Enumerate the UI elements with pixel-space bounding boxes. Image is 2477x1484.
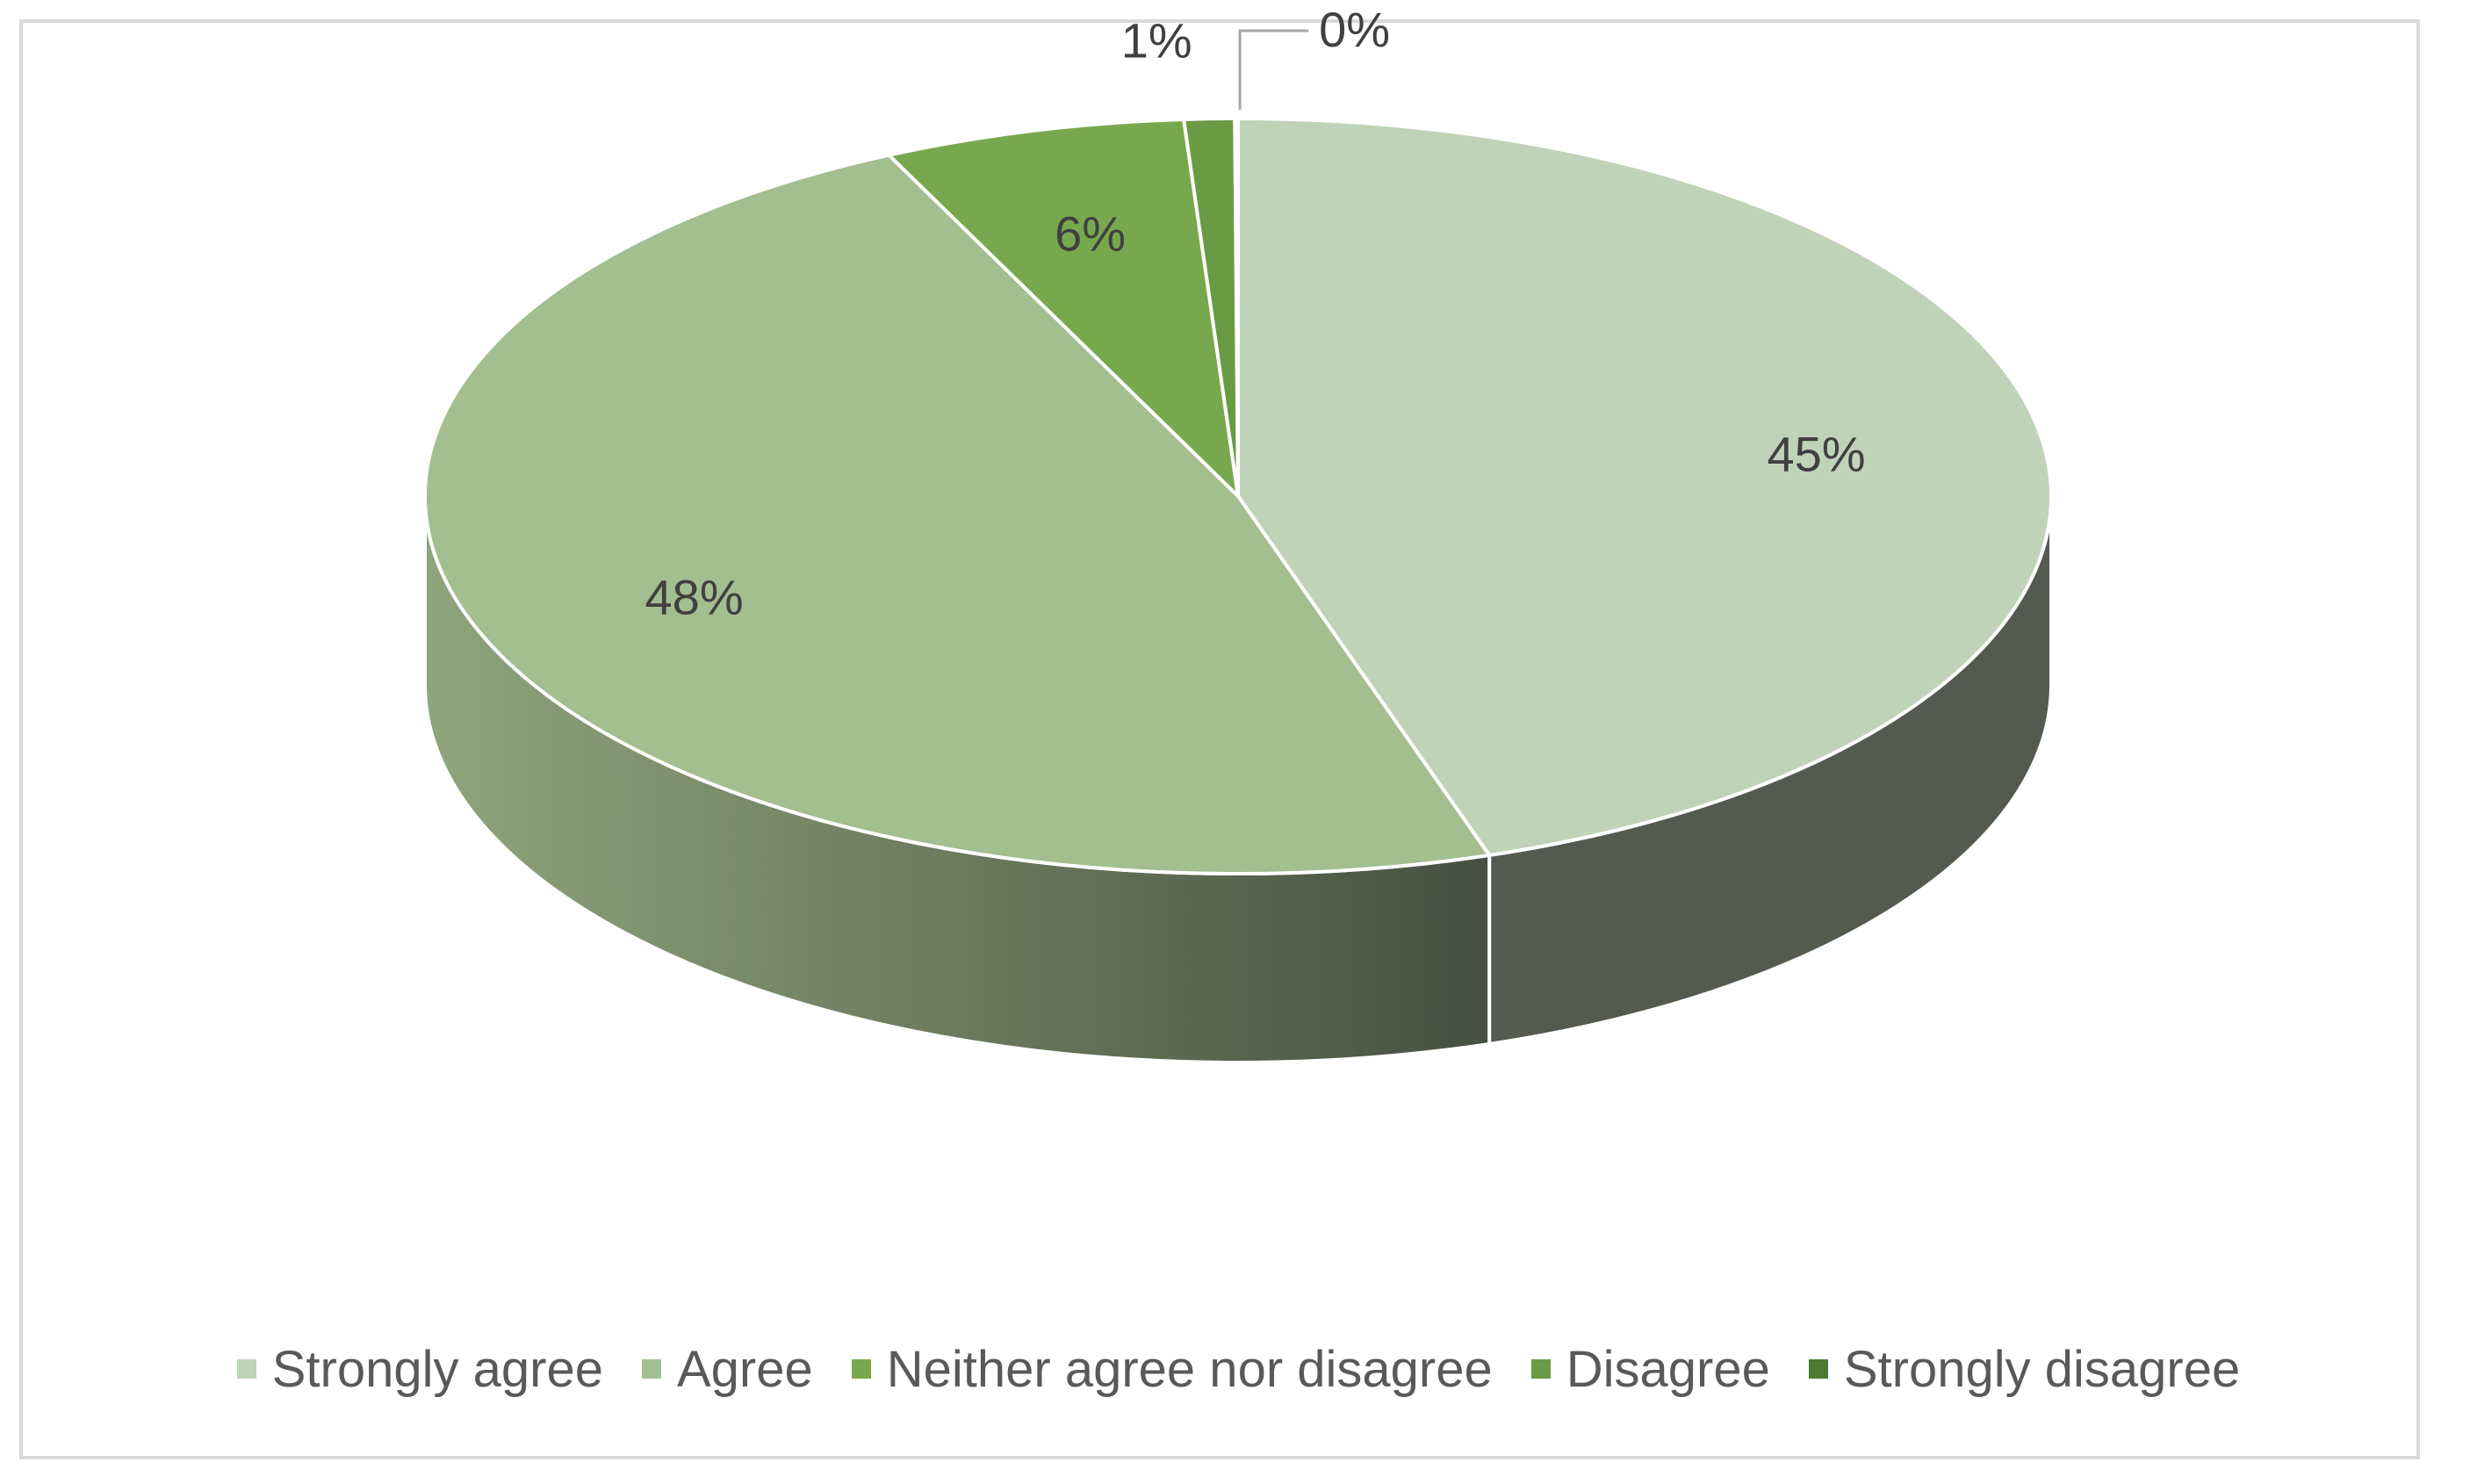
legend: Strongly agree Agree Neither agree nor dis… [0, 1338, 2477, 1400]
legend-item-strongly-disagree[interactable]: Strongly disagree [1808, 1340, 2241, 1399]
pie-slices [423, 116, 2053, 875]
data-label-strongly-agree: 45% [1767, 427, 1865, 482]
pie-slice-strongly-agree[interactable] [1236, 117, 2053, 857]
legend-swatch [851, 1359, 871, 1379]
pie-slice-agree[interactable] [423, 153, 1492, 875]
data-label-strongly-disagree: 0% [1319, 2, 1390, 57]
legend-item-neither-agree-nor-disagree[interactable]: Neither agree nor disagree [851, 1340, 1493, 1399]
legend-item-disagree[interactable]: Disagree [1530, 1340, 1770, 1399]
data-labels: 45% 48% 6% 1% 0% [645, 2, 1866, 625]
legend-label: Strongly disagree [1843, 1340, 2241, 1398]
legend-label: Disagree [1566, 1340, 1770, 1398]
legend-label: Agree [676, 1340, 813, 1398]
legend-swatch [236, 1359, 256, 1379]
legend-item-strongly-agree[interactable]: Strongly agree [236, 1340, 603, 1399]
pie-slice-neither-agree-nor-disagree[interactable] [887, 117, 1240, 498]
legend-swatch [641, 1359, 661, 1379]
legend-label: Neither agree nor disagree [886, 1340, 1493, 1398]
leader-lines [1238, 29, 1309, 111]
legend-item-agree[interactable]: Agree [641, 1340, 813, 1399]
legend-label: Strongly agree [271, 1340, 603, 1398]
legend-swatch [1530, 1359, 1551, 1379]
data-label-neither-agree-nor-disagree: 6% [1055, 205, 1126, 261]
data-label-disagree: 1% [1121, 12, 1192, 68]
pie-slice-strongly-disagree[interactable] [1233, 116, 1240, 498]
legend-swatch [1808, 1359, 1828, 1379]
leader-line-strongly-disagree [1238, 29, 1309, 111]
data-label-agree: 48% [645, 570, 744, 625]
